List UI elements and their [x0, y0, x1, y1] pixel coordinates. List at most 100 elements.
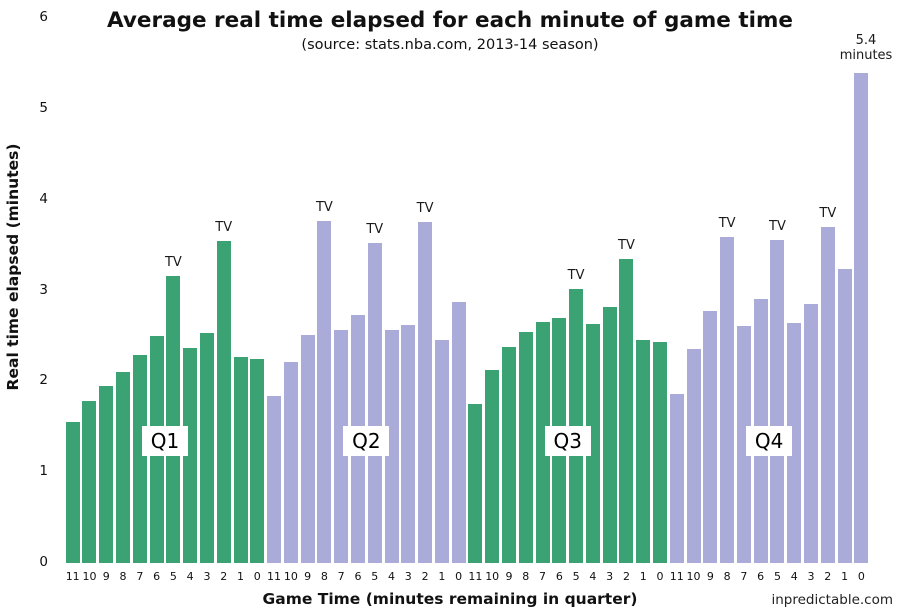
x-tick-label-q1-min5: 5	[169, 570, 177, 583]
tv-timeout-label-q1-min5: TV	[164, 254, 182, 270]
x-tick-label-q4-min3: 3	[807, 570, 815, 583]
bar-q1-min0	[250, 358, 265, 563]
x-tick-label-q2-min5: 5	[371, 570, 379, 583]
bar-q1-min1	[233, 356, 248, 563]
bar-q1-min10	[82, 401, 97, 563]
x-tick-label-q4-min2: 2	[824, 570, 832, 583]
peak-annotation-value: 5.4	[855, 33, 877, 48]
x-tick-label-q1-min7: 7	[136, 570, 144, 583]
x-tick-label-q3-min0: 0	[656, 570, 664, 583]
y-tick-label-6: 6	[39, 9, 48, 26]
x-tick-label-q1-min3: 3	[203, 570, 211, 583]
chart-subtitle: (source: stats.nba.com, 2013-14 season)	[301, 37, 599, 53]
bar-q4-min1	[837, 268, 852, 563]
quarter-label-q1: Q1	[141, 426, 188, 456]
x-tick-label-q2-min11: 11	[267, 570, 282, 583]
bar-q2-min2	[418, 222, 433, 563]
x-tick-label-q4-min7: 7	[740, 570, 748, 583]
bar-q2-min5	[367, 243, 382, 563]
bar-q1-min4	[183, 347, 198, 563]
x-tick-label-q1-min1: 1	[237, 570, 244, 583]
x-tick-label-q2-min8: 8	[320, 570, 328, 583]
quarter-label-q2: Q2	[343, 426, 390, 456]
quarter-label-q3: Q3	[544, 426, 591, 456]
tv-timeout-label-q2-min8: TV	[315, 200, 333, 216]
x-tick-label-q1-min11: 11	[65, 570, 80, 583]
bar-q4-min8	[720, 236, 735, 563]
x-tick-label-q3-min8: 8	[522, 570, 530, 583]
x-tick-label-q3-min6: 6	[555, 570, 563, 583]
tv-timeout-label-q2-min5: TV	[366, 222, 384, 238]
tv-timeout-label-q4-min2: TV	[819, 205, 837, 221]
x-tick-label-q4-min9: 9	[706, 570, 714, 583]
bar-q2-min9	[300, 335, 315, 563]
bar-q4-min7	[736, 325, 751, 563]
bar-q2-min4	[384, 330, 399, 563]
bar-q3-min8	[518, 332, 533, 563]
x-tick-label-q1-min4: 4	[186, 570, 194, 583]
tv-timeout-label-q1-min2: TV	[215, 220, 233, 236]
bar-q3-min3	[602, 306, 617, 563]
x-tick-label-q4-min6: 6	[757, 570, 765, 583]
bar-q1-min5	[166, 275, 181, 563]
bar-q3-min1	[636, 339, 651, 563]
x-tick-label-q2-min3: 3	[404, 570, 412, 583]
tv-timeout-label-q3-min5: TV	[567, 267, 585, 283]
bar-q1-min3	[199, 333, 214, 563]
y-tick-label-4: 4	[39, 190, 48, 207]
bar-q4-min11	[669, 394, 684, 563]
x-tick-label-q2-min4: 4	[388, 570, 396, 583]
bar-q2-min1	[434, 339, 449, 563]
y-tick-label-1: 1	[39, 463, 48, 480]
x-tick-label-q3-min4: 4	[589, 570, 597, 583]
bar-q3-min4	[585, 324, 600, 563]
x-tick-label-q1-min9: 9	[102, 570, 110, 583]
x-tick-label-q3-min7: 7	[539, 570, 547, 583]
bar-q3-min0	[653, 342, 667, 563]
x-tick-label-q2-min6: 6	[354, 570, 362, 583]
chart-title: Average real time elapsed for each minut…	[107, 8, 793, 33]
bar-q2-min8	[317, 221, 332, 563]
quarter-label-q4: Q4	[746, 426, 793, 456]
x-tick-label-q3-min5: 5	[572, 570, 580, 583]
y-tick-label-2: 2	[39, 372, 48, 389]
tv-timeout-label-q4-min8: TV	[718, 215, 736, 231]
bar-q4-min10	[686, 348, 701, 563]
tv-timeout-label-q3-min2: TV	[618, 237, 635, 253]
x-tick-label-q2-min10: 10	[283, 570, 298, 583]
x-tick-label-q3-min10: 10	[485, 570, 500, 583]
bar-q2-min10	[283, 362, 298, 563]
tv-timeout-label-q4-min5: TV	[769, 218, 786, 234]
bar-q1-min2	[216, 241, 231, 563]
bar-q2-min11	[267, 395, 282, 563]
bar-q3-min10	[485, 369, 500, 563]
x-tick-label-q1-min10: 10	[82, 570, 97, 583]
x-tick-label-q1-min6: 6	[153, 570, 161, 583]
bar-q4-min9	[703, 311, 718, 563]
x-tick-label-q4-min1: 1	[841, 570, 849, 583]
x-tick-label-q2-min9: 9	[304, 570, 312, 583]
x-tick-label-q2-min2: 2	[421, 570, 429, 583]
bar-q3-min11	[468, 404, 483, 563]
x-tick-label-q3-min11: 11	[468, 570, 483, 583]
y-tick-label-0: 0	[39, 554, 48, 570]
bar-q4-min0	[854, 72, 869, 563]
x-tick-label-q4-min4: 4	[790, 570, 798, 583]
bar-q4-min2	[820, 226, 835, 563]
bar-q1-min7	[132, 354, 147, 563]
x-tick-label-q2-min0: 0	[455, 570, 463, 583]
x-tick-label-q4-min11: 11	[669, 570, 684, 583]
x-tick-label-q3-min1: 1	[639, 570, 647, 583]
x-tick-label-q1-min2: 2	[220, 570, 228, 583]
credit-link: inpredictable.com	[771, 592, 894, 608]
y-tick-label-3: 3	[39, 281, 48, 298]
bar-q3-min7	[535, 322, 550, 563]
x-tick-label-q3-min9: 9	[505, 570, 513, 583]
peak-annotation: 5.4 minutes	[826, 33, 900, 63]
bar-q3-min5	[569, 288, 584, 563]
x-tick-label-q4-min8: 8	[723, 570, 731, 583]
tv-timeout-label-q2-min2: TV	[416, 201, 434, 217]
x-tick-label-q4-min0: 0	[857, 570, 865, 583]
x-tick-label-q1-min0: 0	[253, 570, 261, 583]
